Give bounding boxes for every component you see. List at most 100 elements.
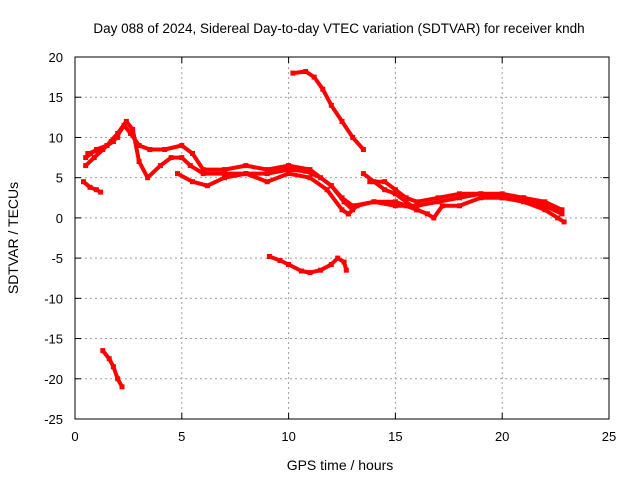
data-point (100, 348, 106, 354)
data-point (339, 207, 345, 213)
y-tick-label: -5 (51, 251, 63, 266)
data-point (93, 187, 99, 193)
data-point (478, 195, 484, 201)
data-point (561, 219, 567, 225)
data-point (179, 155, 185, 161)
data-point (439, 203, 445, 209)
data-point (424, 211, 430, 217)
data-point (307, 270, 313, 276)
data-point (499, 195, 505, 201)
data-point (286, 262, 292, 267)
data-point (179, 143, 185, 148)
series-line (83, 119, 564, 216)
data-point (100, 147, 106, 152)
y-tick-label: 0 (56, 211, 63, 226)
series-track-b (85, 122, 356, 213)
y-tick-label: 15 (49, 90, 63, 105)
data-point (559, 211, 565, 217)
data-point (175, 171, 180, 177)
data-point (264, 167, 270, 173)
data-point (335, 255, 341, 261)
data-point (85, 151, 91, 156)
series-track-f (367, 179, 565, 213)
data-point (277, 258, 283, 263)
data-point (303, 69, 309, 74)
data-point (286, 167, 292, 173)
data-point (204, 183, 210, 189)
data-point (542, 199, 548, 205)
y-tick-label: -25 (44, 412, 63, 427)
data-point (555, 215, 561, 221)
data-point (457, 203, 462, 209)
data-point (341, 259, 347, 265)
data-point (318, 267, 324, 273)
y-tick-label: -15 (44, 332, 63, 347)
data-point (345, 211, 351, 217)
series-line (85, 123, 355, 212)
data-point (222, 175, 227, 181)
x-tick-label: 20 (495, 429, 509, 444)
data-point (307, 175, 313, 181)
data-point (350, 134, 356, 140)
data-point (414, 207, 420, 213)
data-point (339, 118, 345, 124)
data-point (222, 167, 227, 173)
data-point (290, 70, 296, 76)
data-point (243, 171, 249, 177)
x-tick-label: 0 (71, 429, 78, 444)
chart-title: Day 088 of 2024, Sidereal Day-to-day VTE… (93, 21, 584, 36)
data-point (521, 199, 527, 205)
data-point (403, 203, 409, 209)
data-point (157, 163, 163, 169)
x-tick-label: 15 (388, 429, 402, 444)
series-track-j (100, 348, 125, 390)
data-point (499, 191, 505, 197)
data-point (478, 191, 484, 197)
data-point (435, 195, 441, 201)
data-point (83, 155, 89, 161)
data-point (266, 254, 272, 259)
data-point (542, 207, 548, 213)
data-point (341, 199, 347, 205)
y-tick-label: -20 (44, 372, 63, 387)
data-point (392, 187, 398, 193)
data-point (371, 199, 377, 205)
data-point (457, 195, 462, 201)
data-point (147, 147, 153, 152)
data-point (108, 139, 114, 144)
data-point (145, 175, 151, 181)
data-point (190, 179, 195, 185)
data-point (130, 126, 136, 132)
data-point (162, 147, 168, 152)
data-point (136, 159, 142, 165)
data-point (121, 122, 127, 128)
data-point (264, 179, 270, 185)
y-tick-label: 5 (56, 171, 63, 186)
series-track-g (345, 199, 420, 217)
data-point (382, 179, 388, 185)
data-point (542, 203, 548, 209)
x-tick-label: 10 (281, 429, 295, 444)
series-track-e (360, 171, 567, 225)
series-track-a (83, 118, 565, 217)
data-point (190, 151, 195, 156)
data-point (414, 203, 420, 209)
data-point (403, 195, 409, 201)
series-track-h (290, 69, 366, 152)
axis-ticks: 0 5 10 15 20 25 20 15 10 5 0 -5 -10 -15 -20 -25 (44, 50, 616, 444)
data-point (264, 171, 270, 177)
data-point (392, 199, 398, 205)
data-point (457, 191, 462, 197)
series-track-c (83, 134, 121, 169)
series-track-i (266, 254, 349, 276)
data-point (83, 163, 89, 169)
data-point (136, 143, 142, 148)
data-point (87, 184, 93, 190)
data-point (320, 86, 326, 92)
data-point (243, 163, 249, 169)
data-point (119, 384, 125, 390)
y-tick-label: 20 (49, 50, 63, 65)
series-line (361, 171, 567, 224)
data-point (187, 163, 193, 169)
